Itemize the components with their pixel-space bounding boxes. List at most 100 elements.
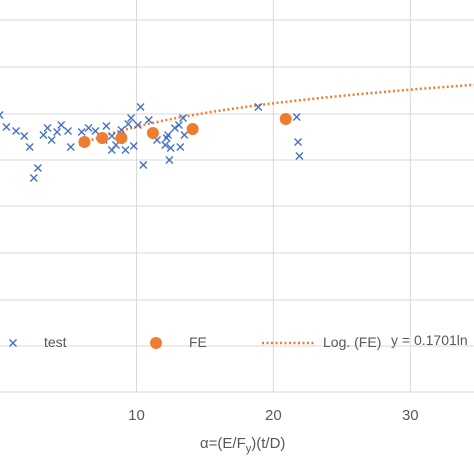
- fe-point: [146, 127, 159, 139]
- x-marker-stroke: [107, 132, 116, 140]
- x-marker-stroke: [124, 120, 133, 128]
- x-marker-stroke: [133, 121, 142, 129]
- test-point: [179, 114, 188, 122]
- test-point: [121, 146, 130, 154]
- x-axis-label-subscript: y: [246, 443, 252, 455]
- test-point: [163, 131, 172, 139]
- fe-point: [96, 132, 109, 144]
- x-marker-stroke: [161, 141, 170, 149]
- test-point: [133, 121, 142, 129]
- test-point: [176, 143, 185, 151]
- x-marker-stroke: [166, 144, 175, 152]
- x-marker-stroke: [153, 136, 162, 144]
- x-marker-stroke: [165, 156, 174, 164]
- x-marker-stroke: [139, 161, 148, 169]
- x-marker-stroke: [77, 128, 86, 136]
- legend-fe-marker: [150, 337, 162, 349]
- test-point: [136, 103, 145, 111]
- x-marker-stroke: [39, 131, 48, 139]
- legend: test FE Log. (FE) y = 0.1701ln: [9, 332, 468, 350]
- x-tick-label: 30: [402, 407, 419, 424]
- test-point: [144, 116, 153, 124]
- test-point: [43, 124, 52, 132]
- x-marker-stroke: [144, 116, 153, 124]
- x-marker-stroke: [66, 143, 75, 151]
- test-point: [161, 141, 170, 149]
- x-marker-stroke: [0, 111, 4, 116]
- test-point: [107, 132, 116, 140]
- test-point: [84, 124, 93, 132]
- legend-test-label: test: [44, 334, 67, 350]
- test-point: [12, 127, 21, 135]
- test-point: [66, 143, 75, 151]
- test-point: [117, 126, 126, 134]
- x-marker-stroke: [295, 152, 304, 160]
- x-marker-stroke: [91, 127, 100, 135]
- test-point: [129, 142, 138, 150]
- test-point: [29, 174, 38, 182]
- x-marker-stroke: [254, 103, 263, 111]
- x-marker-stroke: [121, 146, 130, 154]
- x-marker-stroke: [180, 131, 189, 139]
- test-point: [25, 143, 34, 151]
- x-marker-stroke: [29, 174, 38, 182]
- fe-point: [115, 132, 128, 144]
- x-marker-stroke: [33, 164, 42, 172]
- legend-test-x: [9, 339, 17, 347]
- x-marker-stroke: [117, 126, 126, 134]
- x-marker-stroke: [174, 121, 183, 129]
- test-point: [2, 123, 11, 131]
- x-marker-stroke: [0, 114, 4, 119]
- test-point: [127, 114, 136, 122]
- fe-point: [78, 136, 91, 148]
- test-point: [254, 103, 263, 111]
- x-axis-label-main: α=(E/F: [200, 435, 246, 452]
- x-tick-label: 10: [128, 407, 145, 424]
- x-tick-label: 20: [265, 407, 282, 424]
- x-marker-stroke: [25, 143, 34, 151]
- x-marker-stroke: [127, 114, 136, 122]
- x-marker-stroke: [12, 127, 21, 135]
- test-point: [53, 128, 62, 136]
- x-marker-stroke: [136, 103, 145, 111]
- x-marker-stroke: [102, 122, 111, 130]
- test-point: [292, 113, 301, 121]
- test-point: [166, 144, 175, 152]
- test-point: [180, 131, 189, 139]
- log-trendline: [78, 83, 474, 147]
- fe-series: [78, 113, 292, 148]
- x-axis-label: α=(E/Fy)(t/D): [200, 435, 285, 455]
- test-point: [64, 127, 73, 135]
- x-marker-stroke: [9, 339, 17, 347]
- test-point: [124, 120, 133, 128]
- x-marker-stroke: [2, 123, 11, 131]
- x-axis-label-tail: )(t/D): [251, 435, 285, 452]
- x-marker-stroke: [64, 127, 73, 135]
- test-point: [33, 164, 42, 172]
- test-point: [20, 132, 29, 140]
- test-point: [102, 122, 111, 130]
- legend-fe-label: FE: [189, 334, 207, 350]
- test-point: [294, 138, 303, 146]
- x-marker-stroke: [47, 136, 56, 144]
- x-marker-stroke: [57, 121, 66, 129]
- x-marker-stroke: [129, 142, 138, 150]
- test-point: [174, 121, 183, 129]
- legend-trend-label: Log. (FE): [323, 334, 381, 350]
- fe-point: [279, 113, 292, 125]
- x-marker-stroke: [176, 143, 185, 151]
- trendline-series: [78, 83, 474, 147]
- x-tick-labels: 10203040: [128, 407, 419, 424]
- test-point: [165, 156, 174, 164]
- x-marker-stroke: [84, 124, 93, 132]
- test-point: [170, 124, 179, 132]
- test-point: [139, 161, 148, 169]
- x-marker-stroke: [179, 114, 188, 122]
- x-marker-stroke: [294, 138, 303, 146]
- x-marker-stroke: [20, 132, 29, 140]
- x-marker-stroke: [163, 131, 172, 139]
- legend-test-marker: [9, 339, 17, 347]
- gridlines: [0, 0, 474, 393]
- fe-point: [186, 123, 199, 135]
